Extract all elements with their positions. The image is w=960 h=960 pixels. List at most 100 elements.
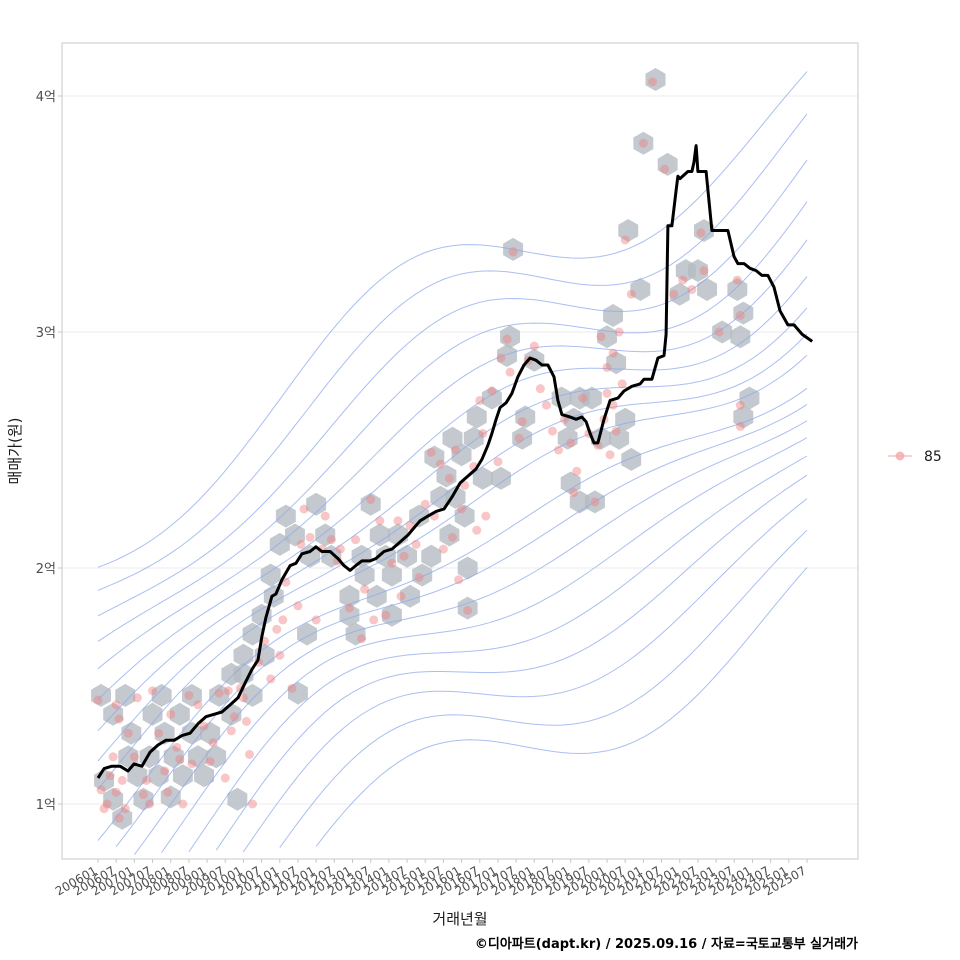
data-point <box>508 247 518 257</box>
hexbin-cell <box>275 504 296 528</box>
data-point <box>620 235 630 245</box>
density-contour <box>133 420 808 855</box>
hexbin-cell <box>133 787 154 811</box>
hexbin-cell <box>457 556 478 580</box>
hexbin-cell <box>436 464 457 488</box>
data-point <box>241 716 251 726</box>
hexbin-cell <box>688 259 708 283</box>
hexbin-cell <box>297 622 317 646</box>
data-point <box>99 804 109 814</box>
data-point <box>344 603 354 613</box>
data-point <box>117 775 127 785</box>
data-point <box>566 438 576 448</box>
hexbin-cell <box>730 325 751 349</box>
data-point <box>472 525 482 535</box>
hexbin-cell <box>512 426 533 450</box>
hexbin-cell <box>430 485 451 509</box>
legend: 85 <box>888 449 942 465</box>
data-point <box>602 362 612 372</box>
density-contour <box>97 159 808 617</box>
data-point <box>160 766 170 776</box>
data-point <box>381 610 391 620</box>
hexbin-cell <box>445 485 466 509</box>
data-point <box>278 615 288 625</box>
data-point <box>626 289 636 299</box>
data-point <box>275 650 285 660</box>
hexbin-cell <box>169 702 190 726</box>
hexbin-cell <box>242 683 263 707</box>
data-point <box>457 504 467 514</box>
hexbin-cell <box>91 683 111 707</box>
hexbin-cell <box>457 596 478 620</box>
data-point <box>605 450 615 460</box>
data-point <box>305 532 315 542</box>
data-point <box>208 738 218 748</box>
data-point <box>660 164 670 174</box>
data-point <box>496 353 506 363</box>
data-point <box>123 728 133 738</box>
data-point <box>163 787 173 797</box>
data-point <box>214 688 224 698</box>
density-contour <box>242 498 808 853</box>
data-point <box>387 558 397 568</box>
data-point <box>178 799 188 809</box>
data-point <box>220 773 230 783</box>
hexbin-cell <box>451 443 472 467</box>
data-point <box>102 799 112 809</box>
hexbin-cell <box>400 584 420 608</box>
data-point <box>448 532 457 542</box>
density-contour <box>97 239 808 670</box>
hexbin-cell <box>442 426 463 450</box>
data-point <box>541 400 551 410</box>
data-point <box>460 480 470 490</box>
data-point <box>172 742 182 752</box>
density-contour <box>97 113 808 591</box>
data-point <box>357 634 367 644</box>
density-contour <box>188 455 808 853</box>
data-point <box>602 388 612 398</box>
hexbin-cell <box>466 405 487 429</box>
data-point <box>205 757 215 767</box>
hexbin-cell <box>657 152 678 176</box>
hexbin-cell <box>733 405 754 429</box>
data-point <box>517 417 527 427</box>
data-point <box>481 511 491 521</box>
data-point <box>454 575 464 585</box>
data-point <box>669 289 679 299</box>
data-point <box>369 615 379 625</box>
hexbin-cell <box>439 523 460 547</box>
data-point <box>311 615 321 625</box>
data-point <box>366 495 376 505</box>
legend-label: 85 <box>924 449 942 465</box>
data-point <box>696 228 706 238</box>
data-point <box>238 693 248 703</box>
hexbin-cell <box>557 426 578 450</box>
y-tick-label: 4억 <box>36 90 56 105</box>
data-point <box>129 752 139 762</box>
data-point <box>529 341 539 351</box>
data-point <box>93 695 103 705</box>
data-point <box>226 726 236 736</box>
hexbin-cell <box>424 445 445 469</box>
data-point <box>547 426 557 436</box>
data-point <box>608 348 618 358</box>
data-point <box>678 275 688 285</box>
data-point <box>735 310 745 320</box>
hexbin-cell <box>500 325 520 349</box>
hexbin-cell <box>172 764 193 788</box>
data-point <box>596 332 606 342</box>
x-axis: 2006012006072007012007072008012008072009… <box>53 859 809 899</box>
data-point <box>175 754 185 764</box>
hexbin-cell <box>397 544 417 568</box>
data-point <box>244 749 254 759</box>
line-layer <box>96 144 814 779</box>
hexbin-cell <box>209 683 230 707</box>
data-point <box>614 327 624 337</box>
data-point <box>120 804 130 814</box>
data-point <box>699 266 709 276</box>
hexbin-cell <box>127 764 148 788</box>
data-point <box>326 535 336 545</box>
hexbin-cell <box>315 523 336 547</box>
data-point <box>114 714 124 724</box>
data-point <box>351 535 361 545</box>
